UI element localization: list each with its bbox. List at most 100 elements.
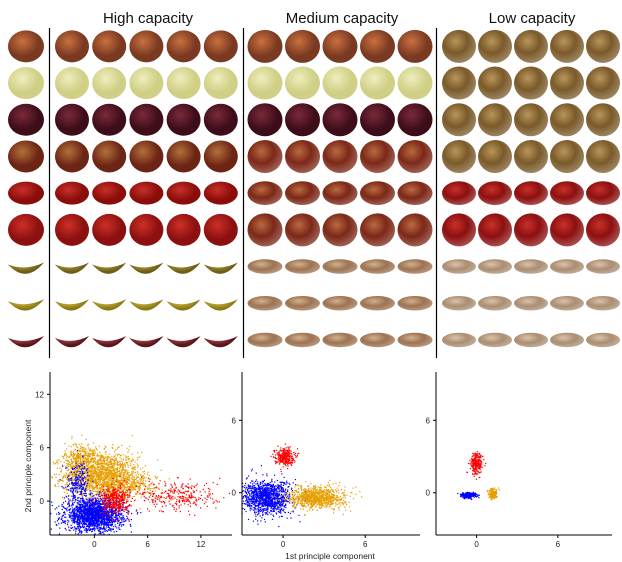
- scatter-point: [112, 488, 114, 490]
- scatter-point: [81, 462, 84, 464]
- scatter-point: [56, 507, 58, 509]
- scatter-point: [72, 476, 74, 478]
- scatter-point: [134, 466, 136, 468]
- scatter-point: [97, 493, 99, 495]
- scatter-point: [116, 492, 118, 495]
- scatter-point: [87, 464, 89, 466]
- scatter-point: [174, 490, 176, 493]
- scatter-point: [105, 509, 107, 511]
- scatter-point: [93, 460, 96, 462]
- scatter-point: [67, 463, 69, 465]
- scatter-point: [100, 478, 102, 481]
- scatter-point: [106, 530, 108, 532]
- scatter-point: [119, 463, 121, 465]
- scatter-point: [112, 463, 114, 465]
- scatter-point: [80, 482, 82, 484]
- scatter-point: [113, 473, 116, 475]
- scatter-point: [101, 467, 104, 469]
- scatter-point: [88, 497, 90, 499]
- scatter-point: [61, 505, 63, 507]
- scatter-point: [94, 488, 96, 490]
- scatter-point: [92, 473, 94, 475]
- scatter-point: [104, 457, 106, 459]
- scatter-point: [148, 484, 151, 486]
- scatter-point: [110, 474, 112, 476]
- scatter-point: [113, 459, 115, 461]
- scatter-point: [104, 504, 106, 506]
- scatter-point: [125, 475, 127, 477]
- scatter-point: [60, 469, 63, 471]
- scatter-point: [108, 478, 110, 480]
- scatter-point: [85, 478, 87, 480]
- scatter-point: [114, 488, 116, 490]
- scatter-point: [122, 479, 124, 481]
- scatter-point: [89, 487, 91, 489]
- scatter-point: [98, 510, 100, 512]
- scatter-point: [131, 471, 133, 473]
- scatter-point: [86, 460, 88, 463]
- scatter-point: [60, 471, 62, 473]
- scatter-point: [102, 488, 105, 491]
- scatter-point: [74, 490, 77, 492]
- scatter-point: [76, 502, 78, 504]
- scatter-point: [122, 454, 124, 456]
- scatter-point: [110, 484, 112, 486]
- scatter-point: [143, 484, 145, 486]
- fruit-image: [322, 29, 358, 63]
- scatter-point: [143, 495, 145, 497]
- scatter-point: [98, 487, 100, 489]
- scatter-point: [87, 500, 89, 502]
- scatter-point: [105, 470, 107, 472]
- scatter-point: [106, 516, 108, 519]
- fruit-image: [550, 66, 584, 100]
- scatter-point: [130, 463, 132, 465]
- fruit-image: [55, 262, 89, 274]
- scatter-point: [125, 478, 127, 480]
- scatter-point: [118, 486, 120, 488]
- scatter-point: [105, 469, 107, 471]
- scatter-point: [74, 507, 76, 509]
- scatter-point: [80, 484, 82, 486]
- scatter-point: [66, 492, 68, 495]
- scatter-point: [129, 464, 132, 467]
- scatter-point: [72, 493, 75, 496]
- scatter-point: [98, 465, 100, 468]
- scatter-point: [83, 525, 85, 527]
- scatter-point: [87, 455, 89, 457]
- scatter-point: [107, 465, 110, 467]
- scatter-point: [68, 515, 71, 517]
- scatter-point: [83, 527, 85, 529]
- scatter-point: [103, 510, 105, 512]
- scatter-point: [82, 524, 84, 526]
- scatter-point: [61, 503, 63, 506]
- scatter-point: [124, 487, 126, 489]
- scatter-point: [92, 528, 94, 530]
- scatter-point: [119, 500, 121, 502]
- scatter-point: [143, 470, 145, 472]
- scatter-point: [125, 495, 127, 497]
- scatter-point: [96, 524, 98, 526]
- scatter-point: [76, 509, 79, 511]
- scatter-point: [140, 476, 143, 478]
- fruit-image: [360, 139, 395, 173]
- scatter-point: [73, 465, 76, 467]
- scatter-point: [113, 510, 115, 512]
- scatter-point: [98, 527, 100, 529]
- scatter-point: [72, 498, 74, 500]
- scatter-point: [76, 516, 78, 518]
- scatter-point: [98, 500, 100, 503]
- scatter-point: [69, 509, 71, 511]
- scatter-point: [111, 494, 113, 496]
- fruit-image: [166, 181, 201, 205]
- scatter-point: [111, 481, 113, 483]
- scatter-point: [62, 465, 64, 467]
- scatter-point: [63, 487, 65, 489]
- scatter-point: [78, 478, 81, 480]
- scatter-point: [124, 490, 127, 492]
- scatter-point: [105, 485, 108, 487]
- scatter-point: [107, 506, 109, 508]
- scatter-point: [80, 526, 82, 528]
- scatter-point: [106, 464, 108, 466]
- scatter-point: [122, 480, 124, 482]
